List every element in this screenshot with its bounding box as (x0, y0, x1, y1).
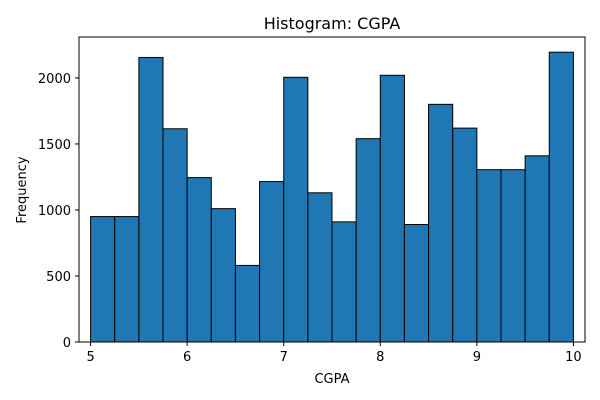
bars-group (90, 51, 574, 343)
y-tick-label: 500 (46, 270, 71, 285)
x-axis-ticks: 5 6 7 8 9 10 (86, 342, 582, 365)
histogram-bar (114, 216, 140, 343)
x-tick-label: 9 (473, 350, 481, 365)
histogram-bar (283, 76, 309, 343)
histogram-bar (428, 103, 454, 343)
y-tick-label: 1000 (38, 204, 71, 219)
chart-title: Histogram: CGPA (264, 14, 401, 33)
histogram-bar (452, 127, 478, 343)
histogram-bar (379, 74, 405, 343)
y-tick-label: 1500 (38, 138, 71, 153)
plot-frame (78, 36, 586, 343)
histogram-bar (524, 155, 550, 343)
histogram-bar (476, 169, 502, 343)
histogram-bar (90, 216, 116, 343)
histogram-bar (548, 51, 574, 343)
x-tick-label: 8 (376, 350, 384, 365)
histogram-bar (355, 138, 381, 343)
x-tick-label: 6 (183, 350, 191, 365)
histogram-bar (186, 177, 212, 343)
x-tick-label: 7 (280, 350, 288, 365)
histogram-bar (210, 208, 236, 343)
histogram-bar (403, 223, 430, 343)
x-tick-label: 5 (86, 350, 94, 365)
histogram-bar (138, 56, 164, 343)
histogram-bar (500, 169, 526, 343)
y-tick-label: 2000 (38, 72, 71, 87)
histogram-bar (162, 128, 188, 343)
y-tick-label: 0 (63, 336, 71, 351)
x-axis-label: CGPA (314, 372, 349, 387)
y-axis-ticks: 0 500 1000 1500 2000 (38, 72, 79, 351)
histogram-bar (234, 264, 261, 343)
x-tick-label: 10 (565, 350, 582, 365)
histogram-bar (259, 181, 285, 343)
y-axis-label: Frequency (15, 156, 30, 223)
histogram-bar (331, 221, 357, 343)
histogram-bar (307, 192, 333, 343)
